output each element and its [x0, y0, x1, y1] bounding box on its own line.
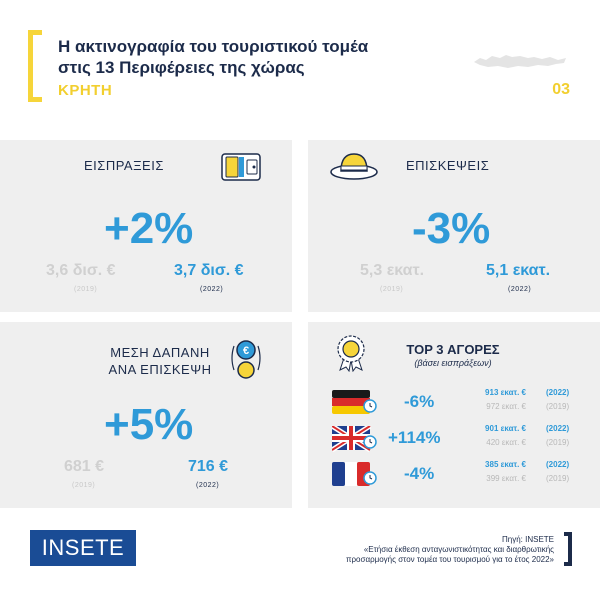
receipts-new-year: (2022) — [200, 286, 224, 293]
market-row-uk: +114% 901 εκατ. € (2022) 420 εκατ. € (20… — [332, 424, 592, 454]
wallet-card-icon — [221, 153, 261, 181]
uk-new-year: (2022) — [546, 424, 570, 433]
france-old-value: 399 εκατ. € — [486, 474, 526, 483]
coins-icon: € — [231, 340, 261, 379]
spend-change: +5% — [104, 400, 194, 449]
receipts-change: +2% — [104, 204, 194, 253]
uk-flag-icon — [332, 426, 377, 452]
page-title: Η ακτινογραφία του τουριστικού τομέα στι… — [58, 36, 478, 78]
receipts-label: ΕΙΣΠΡΑΞΕΙΣ — [84, 158, 164, 173]
svg-text:€: € — [243, 345, 249, 357]
visits-old-value: 5,3 εκατ. — [360, 262, 425, 279]
france-change: -4% — [404, 464, 435, 483]
germany-old-year: (2019) — [546, 402, 570, 411]
france-old-year: (2019) — [546, 474, 570, 483]
title-line-2: στις 13 Περιφέρειες της χώρας — [58, 58, 305, 77]
visits-old-year: (2019) — [380, 286, 404, 293]
markets-title: TOP 3 ΑΓΟΡΕΣ — [406, 342, 500, 357]
visits-panel: ΕΠΙΣΚΕΨΕΙΣ -3% 5,3 εκατ. (2019) 5,1 εκατ… — [308, 140, 600, 312]
uk-old-value: 420 εκατ. € — [486, 438, 526, 447]
uk-change: +114% — [388, 428, 441, 447]
title-line-1: Η ακτινογραφία του τουριστικού τομέα — [58, 37, 369, 56]
award-badge-icon — [337, 335, 365, 372]
hat-icon — [330, 153, 378, 180]
region-name: ΚΡΗΤΗ — [58, 82, 113, 99]
source-note: Πηγή: INSETE «Ετήσια έκθεση ανταγωνιστικ… — [254, 535, 554, 565]
spend-label-line-1: ΜΕΣΗ ΔΑΠΑΝΗ — [110, 345, 210, 360]
receipts-panel: ΕΙΣΠΡΑΞΕΙΣ +2% 3,6 δισ. € (2019) 3,7 δισ… — [0, 140, 292, 312]
source-line-2: προσαρμογής στον τομέα του τουρισμού για… — [345, 555, 554, 564]
visits-new-year: (2022) — [508, 286, 532, 293]
germany-new-value: 913 εκατ. € — [485, 388, 526, 397]
uk-new-value: 901 εκατ. € — [485, 424, 526, 433]
france-new-value: 385 εκατ. € — [485, 460, 526, 469]
markets-subtitle: (βάσει εισπράξεων) — [414, 358, 492, 368]
spend-panel: ΜΕΣΗ ΔΑΠΑΝΗ ΑΝΑ ΕΠΙΣΚΕΨΗ € +5% 681 € (20… — [0, 322, 292, 508]
france-new-year: (2022) — [546, 460, 570, 469]
markets-panel: TOP 3 ΑΓΟΡΕΣ (βάσει εισπράξεων) -6% 913 … — [308, 322, 600, 508]
source-label: Πηγή: INSETE — [501, 535, 554, 544]
visits-change: -3% — [412, 204, 491, 253]
source-line-1: «Ετήσια έκθεση ανταγωνιστικότητας και δι… — [363, 545, 554, 554]
germany-flag-icon — [332, 390, 377, 414]
uk-old-year: (2019) — [546, 438, 570, 447]
visits-new-value: 5,1 εκατ. — [486, 262, 551, 279]
spend-old-year: (2019) — [72, 482, 96, 489]
spend-label-line-2: ΑΝΑ ΕΠΙΣΚΕΨΗ — [108, 362, 212, 377]
market-row-france: -4% 385 εκατ. € (2022) 399 εκατ. € (2019… — [332, 460, 592, 490]
receipts-old-year: (2019) — [74, 286, 98, 293]
france-flag-icon — [332, 462, 377, 486]
footer-bracket — [564, 532, 572, 566]
spend-label: ΜΕΣΗ ΔΑΠΑΝΗ ΑΝΑ ΕΠΙΣΚΕΨΗ — [90, 344, 230, 378]
receipts-new-value: 3,7 δισ. € — [174, 262, 244, 279]
spend-new-year: (2022) — [196, 482, 220, 489]
market-row-germany: -6% 913 εκατ. € (2022) 972 εκατ. € (2019… — [332, 388, 592, 418]
insete-logo: INSETE — [30, 530, 136, 566]
crete-map-icon — [474, 55, 566, 68]
page-number: 03 — [552, 81, 570, 98]
germany-old-value: 972 εκατ. € — [486, 402, 526, 411]
visits-label: ΕΠΙΣΚΕΨΕΙΣ — [406, 158, 490, 173]
spend-old-value: 681 € — [64, 458, 105, 475]
receipts-old-value: 3,6 δισ. € — [46, 262, 116, 279]
spend-new-value: 716 € — [188, 458, 229, 475]
header-bracket — [28, 30, 42, 102]
germany-change: -6% — [404, 392, 435, 411]
germany-new-year: (2022) — [546, 388, 570, 397]
